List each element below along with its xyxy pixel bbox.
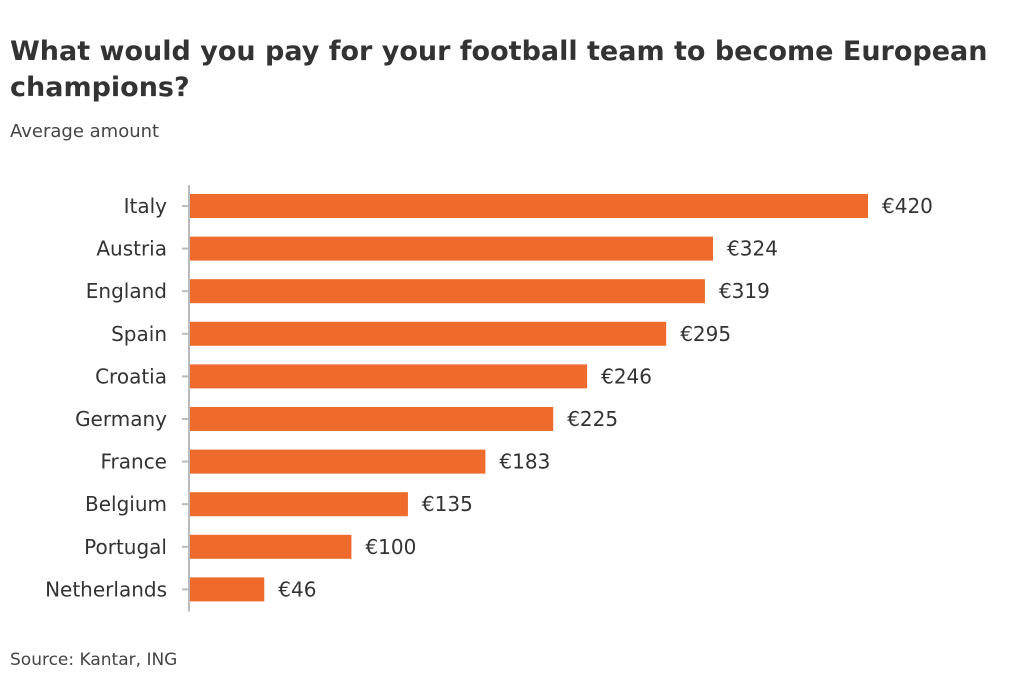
value-labels: €420 €324 €319 €295 €246 €225 €183 €135€100 €46: [278, 194, 933, 601]
source-note: Source: Kantar, ING: [10, 650, 178, 670]
value-label: €246: [601, 364, 652, 388]
value-label: €46: [278, 577, 316, 601]
bar-chart: Italy Austria England Spain Croatia Germany Fr…: [45, 185, 933, 612]
bar-austria: [190, 236, 714, 261]
value-label: €324: [727, 237, 778, 261]
value-label: €225: [567, 407, 618, 431]
category-label: Germany: [75, 407, 167, 431]
category-label: Portugal: [84, 535, 167, 559]
chart-subtitle: Average amount: [10, 121, 160, 142]
category-label: Italy: [124, 194, 168, 218]
value-label: €135: [422, 492, 473, 516]
category-label: Belgium: [85, 492, 167, 516]
value-label: €295: [680, 322, 731, 346]
category-labels: Italy Austria England Spain Croatia Germany Fr…: [45, 194, 167, 601]
chart-title: What would you pay for your football tea…: [10, 36, 988, 103]
bar-croatia: [190, 364, 588, 389]
bar-spain: [190, 321, 667, 346]
bars-layer: [190, 194, 868, 602]
category-label: England: [86, 279, 167, 303]
value-label: €319: [719, 279, 770, 303]
category-label: Netherlands: [45, 577, 167, 601]
bar-belgium: [190, 492, 408, 517]
value-label: €420: [882, 194, 933, 218]
bar-portugal: [190, 534, 352, 559]
bar-france: [190, 449, 486, 474]
bar-germany: [190, 407, 554, 431]
value-label: €183: [499, 450, 550, 474]
category-label: Spain: [111, 322, 167, 346]
value-label: €100: [365, 535, 416, 559]
category-label: Austria: [96, 237, 167, 261]
bar-england: [190, 279, 705, 304]
category-label: France: [100, 450, 167, 474]
category-label: Croatia: [95, 364, 167, 388]
axis-layer: [182, 185, 190, 612]
bar-italy: [190, 194, 868, 218]
bar-netherlands: [190, 577, 265, 602]
